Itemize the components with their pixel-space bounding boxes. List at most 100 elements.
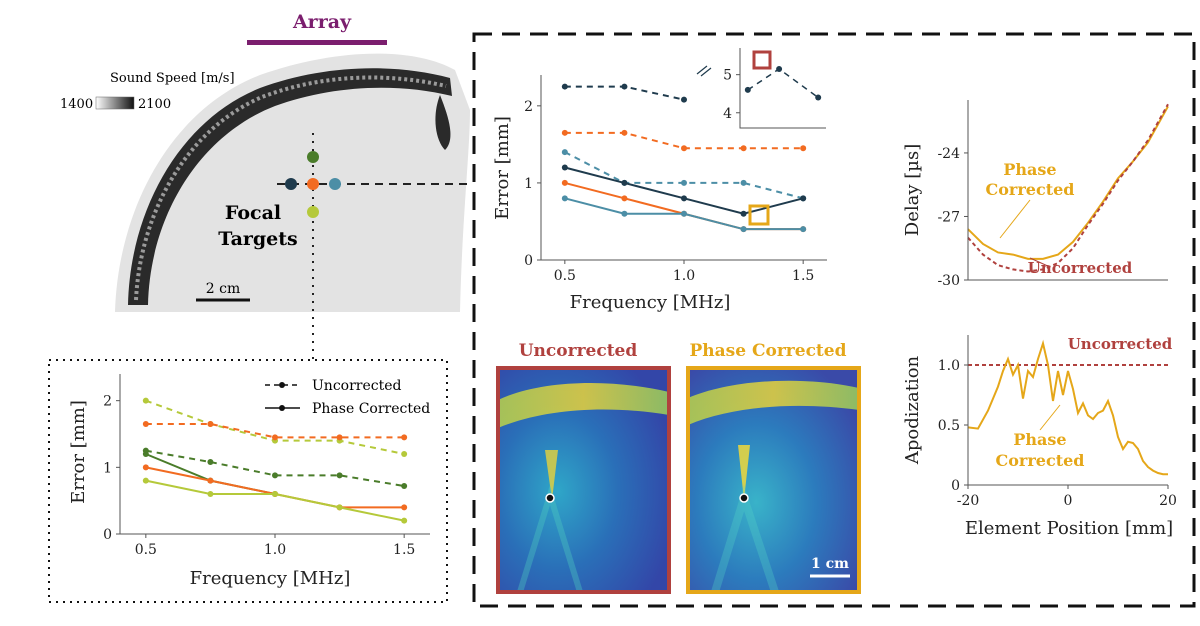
colorbar: [96, 97, 134, 109]
inset-ytick-label: 4: [723, 106, 732, 122]
error-chart-bottom: 0.51.01.5012 Frequency [MHz] Error [mm] …: [68, 374, 430, 589]
bottom-point: [337, 472, 343, 478]
top-point: [681, 195, 687, 201]
focal-label-2: Targets: [218, 228, 298, 250]
top-point: [562, 130, 568, 136]
apod-annot-phase-2: Corrected: [996, 451, 1085, 470]
target-orange: [307, 178, 319, 190]
top-point: [800, 226, 806, 232]
target-dark: [285, 178, 297, 190]
field-image-uncorrected: Uncorrected: [498, 341, 669, 592]
colorbar-max: 2100: [138, 97, 171, 112]
bottom-xtick-label: 0.5: [135, 542, 157, 558]
error-chart-top: 0.51.01.5012 Frequency [MHz] Error [mm]: [492, 75, 827, 313]
top-point: [741, 180, 747, 186]
bottom-point: [337, 504, 343, 510]
top-point: [681, 211, 687, 217]
bottom-point: [207, 459, 213, 465]
inset-point: [745, 87, 751, 93]
inset-ytick-label: 5: [723, 68, 732, 84]
top-point: [681, 97, 687, 103]
bottom-series-5: [146, 481, 404, 521]
delay-ytick-label: -30: [937, 273, 960, 289]
apod-xtick-label: -20: [957, 493, 980, 509]
delay-annot-phase-2: Corrected: [986, 180, 1075, 199]
legend-uncorrected: Uncorrected: [312, 378, 402, 394]
inset-point: [776, 66, 782, 72]
bottom-point: [143, 421, 149, 427]
bottom-point: [143, 451, 149, 457]
colorbar-min: 1400: [60, 97, 93, 112]
top-point: [681, 180, 687, 186]
apod-annot-uncorrected: Uncorrected: [1068, 335, 1173, 353]
top-point: [562, 84, 568, 90]
apod-annot-phase-leader: [1040, 405, 1060, 430]
top-xtick-label: 1.0: [673, 268, 695, 284]
scalebar-label: 2 cm: [206, 281, 240, 297]
bottom-point: [401, 434, 407, 440]
bottom-point: [401, 504, 407, 510]
delay-ytick-label: -24: [937, 146, 960, 162]
focal-label-1: Focal: [225, 202, 281, 224]
top-point: [562, 195, 568, 201]
top-point: [562, 180, 568, 186]
bottom-point: [337, 434, 343, 440]
delay-ytick-label: -27: [937, 209, 960, 225]
top-point: [800, 145, 806, 151]
top-point: [621, 180, 627, 186]
array-bar: [247, 40, 387, 45]
apod-ylabel: Apodization: [902, 355, 923, 465]
top-point: [562, 149, 568, 155]
legend-dashed-marker: [279, 382, 285, 388]
delay-annot-uncorrected: Uncorrected: [1028, 259, 1133, 277]
apod-ytick-label: 1.0: [938, 358, 960, 374]
apod-ytick-label: 0.5: [938, 418, 960, 434]
top-axes: [541, 75, 827, 260]
legend-phase-corrected: Phase Corrected: [312, 401, 430, 417]
bottom-xlabel: Frequency [MHz]: [190, 568, 351, 589]
bottom-point: [207, 421, 213, 427]
error-inset: 45: [697, 48, 826, 128]
bottom-xtick-label: 1.0: [264, 542, 286, 558]
legend-solid-marker: [279, 405, 285, 411]
bottom-point: [272, 472, 278, 478]
axis-break-icon: [697, 66, 711, 76]
top-ytick-label: 1: [524, 176, 533, 192]
apod-ytick-label: 0: [951, 478, 960, 494]
top-point: [621, 84, 627, 90]
target-lime: [307, 206, 319, 218]
top-point: [621, 130, 627, 136]
bottom-ytick-label: 0: [103, 527, 112, 543]
colorbar-title: Sound Speed [m/s]: [110, 71, 235, 86]
top-point: [741, 211, 747, 217]
bottom-point: [207, 478, 213, 484]
bottom-point: [401, 483, 407, 489]
inset-highlight-box: [754, 52, 770, 68]
apod-xlabel: Element Position [mm]: [965, 518, 1173, 539]
bottom-ylabel: Error [mm]: [68, 400, 89, 504]
top-xtick-label: 1.5: [792, 268, 814, 284]
apod-annot-phase-1: Phase: [1013, 430, 1066, 449]
top-xtick-label: 0.5: [554, 268, 576, 284]
apodization-chart: -2002000.51.0 Element Position [mm] Apod…: [902, 335, 1177, 539]
bottom-point: [207, 491, 213, 497]
inset-series-0: [748, 69, 818, 98]
bottom-point: [143, 398, 149, 404]
delay-chart: -24 -27 -30 Delay [µs] Phase Corrected Unc…: [902, 100, 1168, 289]
bottom-point: [401, 451, 407, 457]
bottom-xtick-label: 1.5: [393, 542, 415, 558]
bottom-series-2: [146, 451, 404, 486]
inset-point: [815, 95, 821, 101]
apod-xtick-label: 20: [1159, 493, 1177, 509]
image-scalebar-label: 1 cm: [811, 556, 849, 572]
delay-annot-phase-1: Phase: [1003, 160, 1056, 179]
top-point: [800, 195, 806, 201]
top-ytick-label: 0: [524, 253, 533, 269]
top-point: [621, 211, 627, 217]
target-teal: [329, 178, 341, 190]
skull-panel: Array Sound Speed [m/s] 1400 2100 Focal …: [60, 11, 470, 360]
bottom-point: [272, 491, 278, 497]
top-xlabel: Frequency [MHz]: [570, 292, 731, 313]
delay-ylabel: Delay [µs]: [902, 144, 923, 236]
corrected-focal-point: [740, 494, 748, 502]
